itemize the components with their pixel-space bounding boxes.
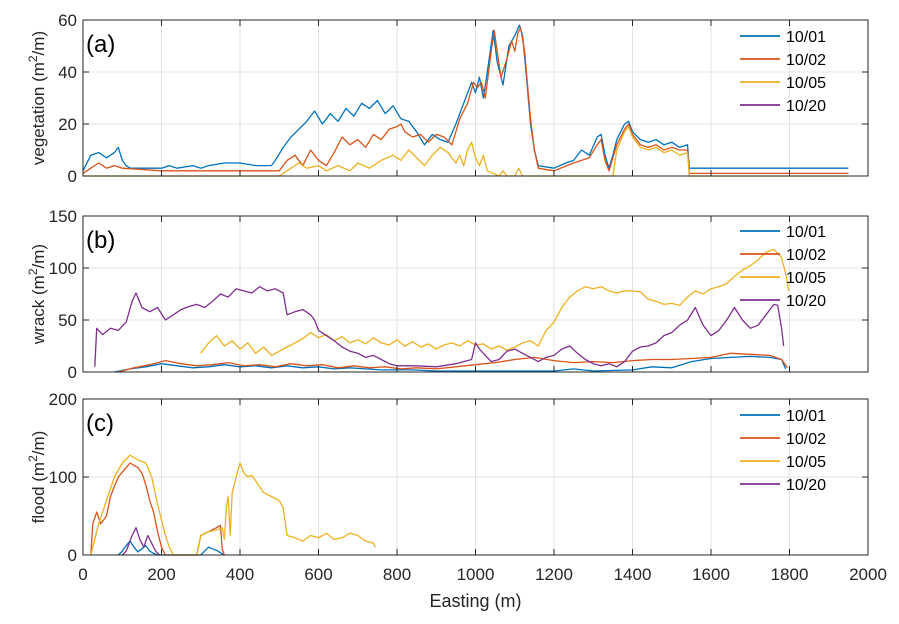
legend-entry: 10/02 [786, 431, 826, 448]
x-tick-label: 0 [78, 565, 87, 584]
series-line-10-01 [114, 355, 787, 373]
x-tick-label: 1400 [614, 565, 652, 584]
y-tick-label: 40 [58, 63, 77, 82]
panel-label: (c) [86, 410, 114, 437]
x-tick-label: 400 [226, 565, 254, 584]
y-axis-label: vegetation (m2/m) [26, 31, 48, 165]
legend-entry: 10/05 [786, 270, 826, 287]
x-tick-label: 1200 [535, 565, 573, 584]
x-tick-label: 600 [304, 565, 332, 584]
panel-label: (b) [86, 227, 115, 254]
y-axis-label: flood (m2/m) [26, 431, 48, 524]
legend: 10/01 10/02 10/05 10/20 [740, 408, 826, 494]
series-line-10-20 [94, 286, 785, 368]
legend-entry: 10/01 [786, 224, 826, 241]
series-line-10-01 [82, 24, 849, 172]
y-tick-label: 0 [68, 363, 77, 382]
series-line-10-20 [121, 527, 160, 556]
y-tick-label: 150 [49, 207, 77, 226]
y-tick-label: 0 [68, 167, 77, 186]
series-line-10-05 [200, 248, 790, 357]
legend-entry: 10/20 [786, 98, 826, 115]
legend-entry: 10/20 [786, 293, 826, 310]
legend-entry: 10/02 [786, 52, 826, 69]
y-tick-label: 50 [58, 311, 77, 330]
x-tick-label: 1600 [692, 565, 730, 584]
legend-entry: 10/01 [786, 29, 826, 46]
legend: 10/01 10/02 10/05 10/20 [740, 29, 826, 115]
x-tick-label: 200 [147, 565, 175, 584]
legend-entry: 10/05 [786, 75, 826, 92]
y-tick-label: 100 [49, 468, 77, 487]
y-tick-label: 100 [49, 259, 77, 278]
y-tick-label: 200 [49, 390, 77, 409]
legend-entry: 10/01 [786, 408, 826, 425]
y-tick-label: 60 [58, 11, 77, 30]
series-line-10-05 [83, 125, 849, 177]
x-axis-label: Easting (m) [429, 591, 521, 611]
y-tick-label: 20 [58, 115, 77, 134]
x-tick-label: 2000 [849, 565, 887, 584]
series-line-10-05 [90, 454, 376, 556]
legend-entry: 10/02 [786, 247, 826, 264]
series-line-10-02 [118, 352, 789, 373]
y-axis-label: wrack (m2/m) [26, 244, 48, 345]
y-tick-label: 0 [68, 546, 77, 565]
legend-entry: 10/05 [786, 454, 826, 471]
x-tick-label: 1000 [457, 565, 495, 584]
x-tick-label: 800 [383, 565, 411, 584]
series-line-10-02 [82, 27, 849, 175]
panel-label: (a) [86, 31, 115, 58]
x-tick-label: 1800 [771, 565, 809, 584]
legend: 10/01 10/02 10/05 10/20 [740, 224, 826, 310]
legend-entry: 10/20 [786, 477, 826, 494]
